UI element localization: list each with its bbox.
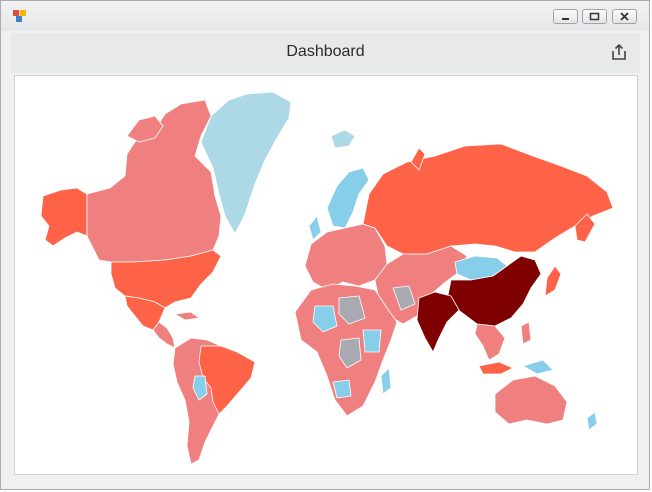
- region-kamchatka[interactable]: [574, 213, 596, 243]
- title-bar: [1, 1, 649, 31]
- region-canada-islands[interactable]: [126, 115, 164, 143]
- region-africa-no-data[interactable]: [338, 295, 366, 325]
- region-central-america[interactable]: [152, 321, 176, 349]
- region-papua[interactable]: [522, 359, 554, 375]
- region-southeast-asia[interactable]: [474, 323, 506, 361]
- close-button[interactable]: [612, 9, 637, 24]
- region-east-africa-low[interactable]: [362, 329, 382, 353]
- minimize-icon: [562, 18, 569, 20]
- minimize-button[interactable]: [553, 9, 578, 24]
- region-andes[interactable]: [192, 375, 208, 401]
- region-philippines[interactable]: [520, 321, 532, 345]
- region-new-zealand[interactable]: [586, 411, 598, 431]
- region-japan[interactable]: [544, 265, 562, 297]
- region-indonesia[interactable]: [478, 361, 514, 375]
- export-icon[interactable]: [610, 43, 628, 61]
- region-caribbean[interactable]: [174, 311, 200, 321]
- region-china[interactable]: [446, 255, 542, 327]
- maximize-icon: [589, 12, 600, 21]
- region-madagascar[interactable]: [380, 367, 392, 395]
- app-icon: [13, 10, 26, 22]
- region-usa[interactable]: [110, 249, 222, 309]
- map-panel: [14, 75, 638, 475]
- maximize-button[interactable]: [582, 9, 607, 24]
- region-central-africa-no-data[interactable]: [338, 337, 362, 369]
- region-iceland[interactable]: [330, 129, 356, 149]
- region-alaska[interactable]: [40, 187, 88, 247]
- region-russia-islands[interactable]: [410, 147, 426, 171]
- region-india[interactable]: [416, 291, 460, 353]
- region-africa-low[interactable]: [312, 305, 338, 333]
- region-russia[interactable]: [362, 143, 614, 255]
- region-southern-africa-low[interactable]: [332, 379, 352, 399]
- region-australia[interactable]: [494, 375, 568, 425]
- region-scandinavia[interactable]: [326, 167, 370, 229]
- region-uk[interactable]: [308, 215, 322, 241]
- dashboard-header: Dashboard: [11, 33, 640, 73]
- close-icon: [620, 12, 629, 21]
- region-arabia-no-data[interactable]: [392, 285, 416, 311]
- dashboard-title: Dashboard: [286, 43, 365, 60]
- region-greenland[interactable]: [200, 91, 292, 235]
- world-map[interactable]: [15, 76, 637, 474]
